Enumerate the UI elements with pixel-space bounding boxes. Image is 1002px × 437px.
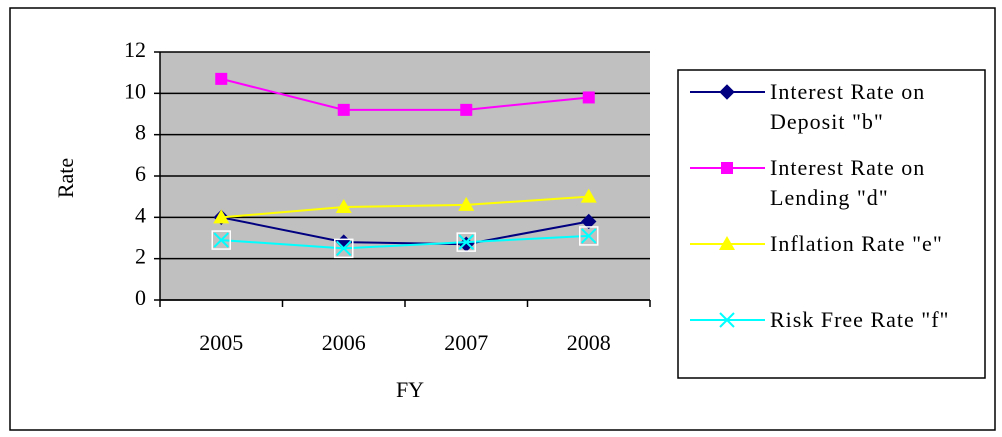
marker: [721, 162, 733, 174]
y-tick-label: 10: [124, 78, 146, 103]
marker: [213, 209, 230, 224]
marker: [460, 103, 473, 116]
marker-box: [334, 238, 354, 259]
marker: [458, 234, 474, 250]
marker: [458, 196, 475, 211]
marker: [580, 188, 597, 203]
x-tick-label: 2005: [199, 330, 243, 355]
y-tick-label: 0: [135, 285, 146, 310]
y-tick-label: 6: [135, 161, 146, 186]
marker: [581, 228, 597, 244]
y-tick-label: 8: [135, 120, 146, 145]
marker-box: [211, 230, 231, 250]
marker: [336, 240, 352, 257]
y-tick-label: 2: [135, 244, 146, 269]
marker: [582, 91, 595, 104]
legend-label: Interest Rate on Lending "d": [770, 155, 926, 210]
series-line: [221, 234, 589, 250]
legend-label: Inflation Rate "e": [770, 231, 943, 256]
marker: [337, 103, 350, 116]
series-line: [221, 77, 589, 111]
marker: [719, 312, 735, 328]
legend-label: Interest Rate on Deposit "b": [770, 79, 926, 134]
marker: [581, 213, 597, 230]
marker-box: [579, 226, 599, 246]
series-line: [221, 216, 589, 246]
marker: [215, 72, 228, 85]
marker: [213, 232, 229, 248]
marker: [335, 199, 352, 213]
legend-box: [677, 69, 986, 379]
x-tick-label: 2007: [444, 330, 488, 355]
series-line: [221, 195, 589, 219]
legend-label: Risk Free Rate "f": [770, 307, 950, 332]
marker: [719, 236, 735, 250]
x-tick-label: 2006: [322, 330, 366, 355]
marker-box: [456, 232, 476, 252]
y-tick-label: 4: [135, 202, 146, 227]
marker: [719, 84, 735, 100]
x-tick-label: 2008: [567, 330, 611, 355]
x-axis-title: FY: [396, 377, 424, 402]
y-tick-label: 12: [124, 37, 146, 62]
y-axis-title: Rate: [53, 158, 78, 198]
